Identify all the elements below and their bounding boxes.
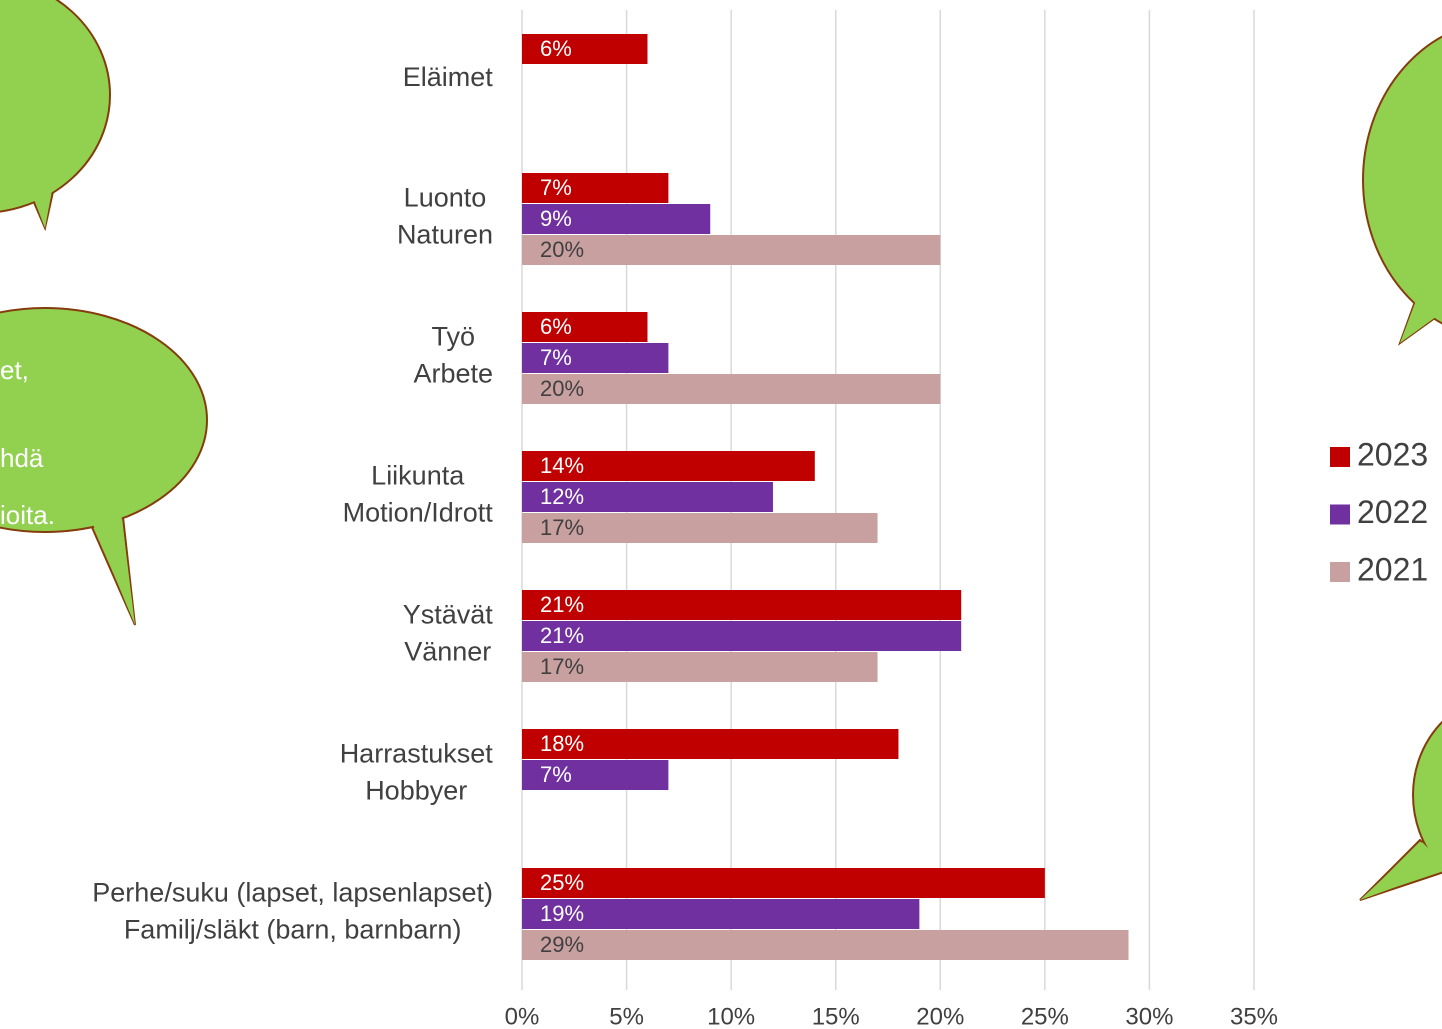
- value-label: 17%: [540, 654, 584, 679]
- x-tick-label: 35%: [1230, 1003, 1278, 1029]
- category-label: Luonto: [404, 183, 487, 213]
- bar: [522, 621, 961, 651]
- value-label: 14%: [540, 453, 584, 478]
- value-label: 19%: [540, 901, 584, 926]
- x-tick-label: 20%: [916, 1003, 964, 1029]
- bar: [522, 374, 940, 404]
- legend-swatch: [1330, 562, 1350, 582]
- value-label: 29%: [540, 932, 584, 957]
- value-label: 6%: [540, 36, 572, 61]
- category-label: Naturen: [397, 220, 493, 250]
- value-label: 7%: [540, 175, 572, 200]
- category-label: Eläimet: [403, 62, 494, 92]
- x-tick-label: 15%: [812, 1003, 860, 1029]
- bubble-text: et,: [0, 355, 29, 385]
- category-label: Perhe/suku (lapset, lapsenlapset): [92, 878, 493, 908]
- value-label: 18%: [540, 731, 584, 756]
- legend-label: 2022: [1357, 494, 1428, 530]
- bar: [522, 590, 961, 620]
- chart: et, hdä ioita. 0% 5% 10% 15% 20% 25% 30% 35% Elä…: [0, 0, 1442, 1029]
- x-tick-label: 0%: [505, 1003, 540, 1029]
- category-label: Liikunta: [371, 461, 465, 491]
- legend-label: 2023: [1357, 436, 1428, 472]
- category-label: Hobbyer: [365, 776, 467, 806]
- value-label: 17%: [540, 515, 584, 540]
- bubble-tail-fill: [1360, 842, 1442, 900]
- value-label: 21%: [540, 592, 584, 617]
- bar: [522, 868, 1045, 898]
- legend-label: 2021: [1357, 551, 1428, 587]
- category-label: Motion/Idrott: [343, 498, 494, 528]
- value-label: 9%: [540, 206, 572, 231]
- value-label: 7%: [540, 345, 572, 370]
- x-tick-label: 10%: [707, 1003, 755, 1029]
- value-label: 20%: [540, 376, 584, 401]
- value-label: 25%: [540, 870, 584, 895]
- value-label: 7%: [540, 762, 572, 787]
- bar: [522, 930, 1129, 960]
- x-tick-label: 25%: [1021, 1003, 1069, 1029]
- category-label: Arbete: [413, 359, 493, 389]
- speech-bubbles: [0, 0, 1442, 900]
- bubble: [0, 0, 110, 213]
- bubble-text: hdä: [0, 443, 44, 473]
- x-tick-label: 5%: [609, 1003, 644, 1029]
- value-label: 20%: [540, 237, 584, 262]
- category-label: Familj/släkt (barn, barnbarn): [124, 915, 462, 945]
- bar: [522, 235, 940, 265]
- category-label: Työ: [431, 322, 475, 352]
- x-tick-label: 30%: [1125, 1003, 1173, 1029]
- bubble-text: ioita.: [0, 500, 55, 530]
- legend-swatch: [1330, 447, 1350, 467]
- value-label: 12%: [540, 484, 584, 509]
- value-label: 6%: [540, 314, 572, 339]
- value-label: 21%: [540, 623, 584, 648]
- category-label: Harrastukset: [340, 739, 494, 769]
- legend-swatch: [1330, 505, 1350, 525]
- category-label: Ystävät: [403, 600, 494, 630]
- category-label: Vänner: [404, 637, 491, 667]
